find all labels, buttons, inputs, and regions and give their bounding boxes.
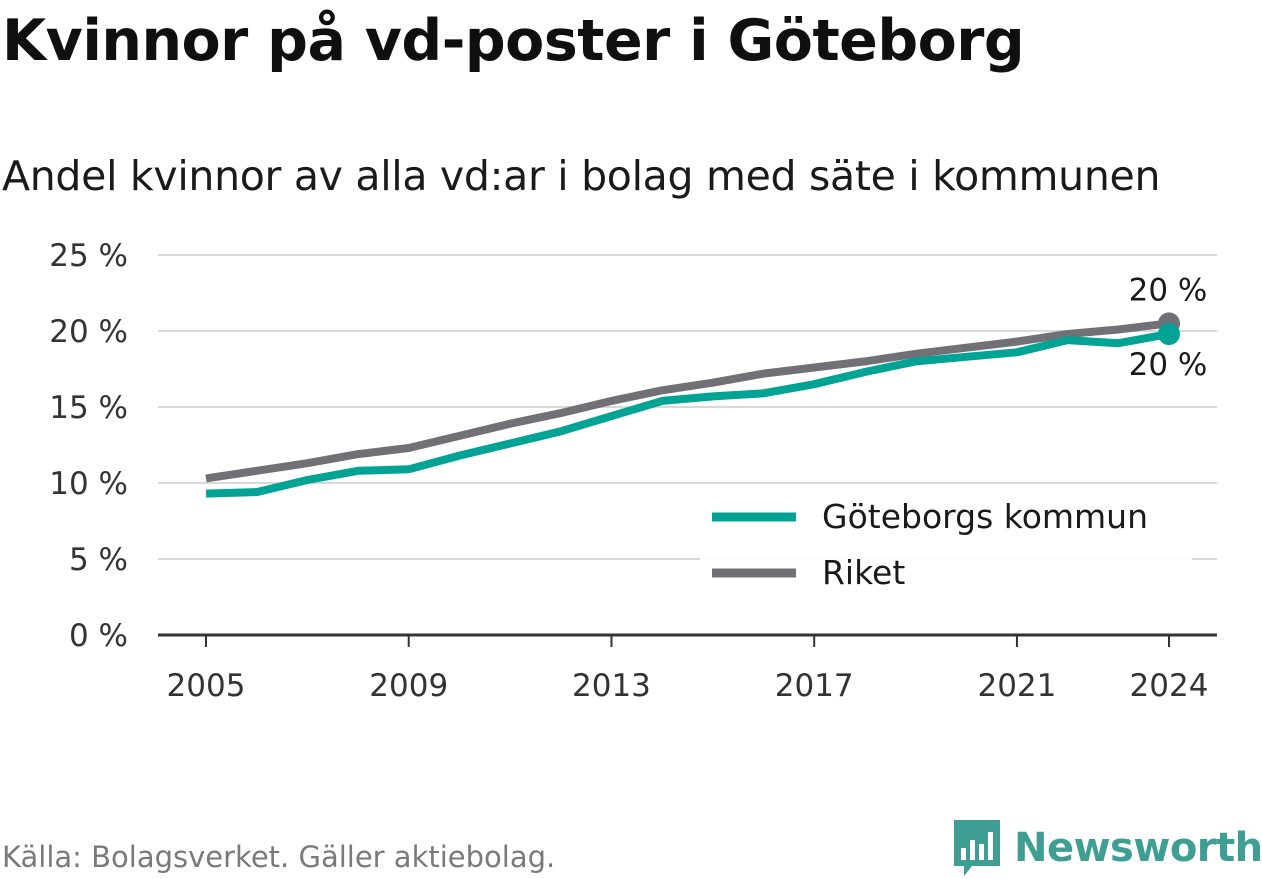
x-tick-label: 2024 bbox=[1130, 668, 1209, 704]
y-tick-label: 10 % bbox=[49, 466, 128, 502]
y-tick-label: 20 % bbox=[49, 314, 128, 350]
end-point-goteborg bbox=[1158, 323, 1180, 346]
end-label-goteborg: 20 % bbox=[1129, 347, 1208, 383]
chart-title: Kvinnor på vd-poster i Göteborg bbox=[2, 8, 1025, 74]
source-note: Källa: Bolagsverket. Gäller aktiebolag. bbox=[2, 840, 556, 874]
y-tick-label: 0 % bbox=[69, 618, 128, 654]
chart-subtitle: Andel kvinnor av alla vd:ar i bolag med … bbox=[2, 152, 1161, 200]
legend-item-goteborg-label: Göteborgs kommun bbox=[822, 497, 1148, 536]
legend-box bbox=[700, 488, 1192, 606]
newsworthy-logo: Newsworthy bbox=[952, 818, 1262, 878]
x-tick-label: 2005 bbox=[167, 668, 246, 704]
legend-item-riket-label: Riket bbox=[822, 553, 905, 592]
y-tick-label: 25 % bbox=[49, 238, 128, 274]
series-line-riket bbox=[205, 319, 1170, 483]
x-tick-label: 2009 bbox=[369, 668, 448, 704]
y-tick-label: 15 % bbox=[49, 390, 128, 426]
brand-name: Newsworthy bbox=[1014, 825, 1262, 871]
x-tick-label: 2017 bbox=[775, 668, 854, 704]
line-chart: 0 % 5 % 10 % 15 % 20 % 25 % 2005 2009 2013 2017 20… bbox=[49, 238, 1217, 704]
end-label-riket: 20 % bbox=[1129, 272, 1208, 308]
chart-badge-icon bbox=[954, 820, 1000, 876]
y-tick-label: 5 % bbox=[69, 542, 128, 578]
x-tick-label: 2021 bbox=[977, 668, 1056, 704]
series-line-goteborg bbox=[205, 330, 1170, 498]
x-tick-label: 2013 bbox=[572, 668, 651, 704]
